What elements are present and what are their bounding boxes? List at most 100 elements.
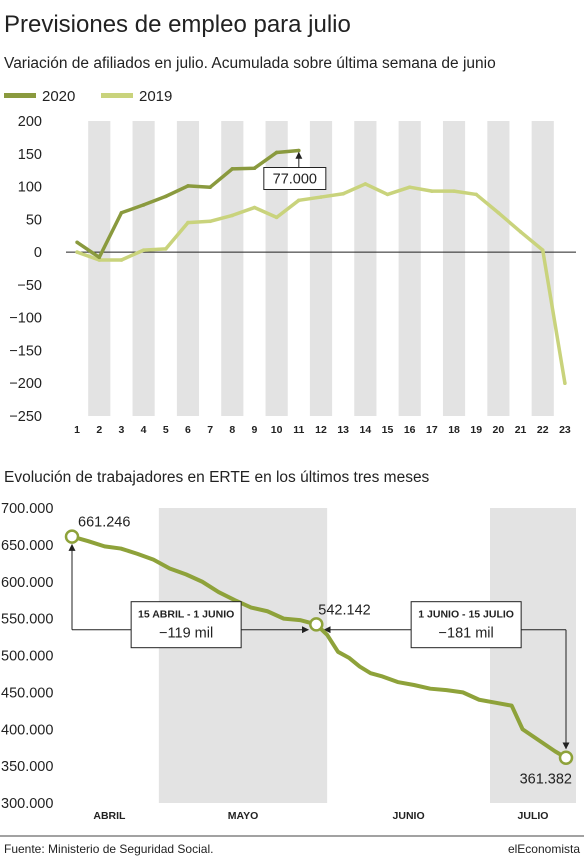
series-point-2020: [230, 167, 235, 171]
chart2-month-label: JULIO: [518, 810, 549, 822]
chart1-x-tick-label: 1: [74, 424, 80, 436]
chart1-x-tick-label: 3: [119, 424, 125, 436]
series-point-2019: [163, 247, 168, 251]
chart2-y-tick-label: 650.000: [1, 538, 53, 554]
series-point-2019: [452, 189, 456, 193]
series-point-2019: [540, 248, 545, 252]
erte-point-label: 661.246: [78, 515, 130, 531]
chart1-x-tick-label: 9: [252, 424, 258, 436]
chart1-y-tick-label: −250: [9, 409, 42, 425]
series-point-2019: [141, 248, 146, 252]
chart1-x-tick-label: 12: [315, 424, 327, 436]
series-point-2019: [341, 191, 345, 196]
chart1-x-tick-label: 4: [141, 424, 147, 436]
chart1-x-tick-label: 14: [360, 424, 372, 436]
erte-point-marker: [309, 617, 324, 632]
series-point-2019: [230, 213, 235, 218]
series-point-2019: [363, 182, 368, 186]
series-point-2019: [563, 381, 567, 386]
annotation-77000-label: 77.000: [273, 172, 317, 188]
erte-period2-box-title: 1 JUNIO - 15 JULIO: [418, 609, 514, 621]
erte-period1-box-frame: [130, 601, 242, 649]
chart2-month-label: ABRIL: [93, 810, 126, 822]
chart2-y-tick-label: 550.000: [1, 612, 53, 628]
chart1-x-tick-label: 16: [404, 424, 416, 436]
chart1-subtitle: Variación de afiliados en julio. Acumula…: [4, 55, 496, 72]
erte-period1-box-title: 15 ABRIL - 1 JUNIO: [138, 609, 234, 621]
chart1-x-tick-label: 15: [382, 424, 394, 436]
chart2-month-band: [158, 508, 328, 803]
series-point-2019: [97, 258, 102, 262]
erte-period2-box-value: −181 mil: [439, 626, 494, 642]
footer-source: Fuente: Ministerio de Seguridad Social.: [4, 842, 213, 856]
legend-label-2019: 2019: [139, 88, 172, 105]
chart1-y-tick-label: 200: [18, 114, 42, 130]
erte-period2-box-frame: [410, 601, 522, 649]
chart1-band: [531, 121, 554, 416]
series-point-2020: [252, 166, 257, 170]
chart1-band: [221, 121, 244, 416]
chart1-band: [354, 121, 377, 416]
series-point-2019: [407, 185, 412, 190]
chart1-band: [265, 121, 288, 416]
chart1-x-tick-label: 22: [537, 424, 549, 436]
footer-brand: elEconomista: [508, 842, 580, 856]
erte-period1-box-value: −119 mil: [159, 626, 213, 642]
series-point-2020: [75, 240, 79, 245]
series-point-2019: [430, 189, 434, 193]
chart1-y-tick-label: −150: [9, 343, 42, 359]
chart1-y-tick-label: −100: [9, 311, 42, 327]
chart1-x-tick-label: 20: [493, 424, 505, 436]
series-point-2019: [297, 198, 301, 203]
legend-label-2020: 2020: [42, 88, 75, 105]
chart1-x-tick-label: 5: [163, 424, 169, 436]
series-point-2020: [97, 255, 102, 260]
annotation-77000: 77.000: [263, 151, 327, 190]
chart1-legend: 2020 2019: [4, 88, 172, 105]
series-point-2019: [518, 229, 523, 234]
series-point-2019: [274, 215, 279, 220]
page-title: Previsiones de empleo para julio: [4, 11, 351, 38]
erte-point-label: 542.142: [318, 602, 370, 618]
series-point-2019: [319, 195, 323, 199]
chart1-x-tick-label: 11: [293, 424, 304, 436]
chart1-x-tick-label: 17: [426, 424, 438, 436]
legend-swatch-2020: [4, 93, 36, 98]
series-point-2020: [208, 185, 212, 190]
chart1-y-tick-label: −200: [9, 376, 42, 392]
chart1-x-tick-label: 23: [559, 424, 571, 436]
series-point-2019: [496, 210, 501, 215]
series-point-2019: [119, 258, 124, 262]
chart1-y-tick-label: 100: [18, 180, 42, 196]
chart1-x-tick-label: 10: [271, 424, 283, 436]
series-point-2019: [474, 192, 479, 197]
chart1-x-tick-label: 21: [515, 424, 527, 436]
chart1-x-tick-label: 8: [229, 424, 235, 436]
erte-point-marker: [558, 750, 574, 765]
series-point-2020: [119, 210, 124, 215]
chart1-x-tick-label: 18: [448, 424, 460, 436]
chart2-plot: 700.000 650.000 600.000 550.000 500.000 450.0…: [1, 501, 576, 822]
chart2-y-tick-label: 450.000: [1, 685, 53, 701]
chart1-x-tick-label: 7: [207, 424, 213, 436]
chart2-month-label: JUNIO: [393, 810, 425, 822]
chart1-x-tick-label: 6: [185, 424, 191, 436]
chart1-band: [176, 121, 200, 416]
chart2-y-tick-label: 500.000: [1, 649, 53, 665]
chart1-band: [132, 121, 155, 416]
series-point-2020: [297, 148, 301, 153]
chart1-x-tick-label: 2: [96, 424, 102, 436]
chart1-y-tick-label: 0: [34, 245, 42, 261]
chart2-month-label: MAYO: [228, 810, 259, 822]
chart2-y-tick-label: 300.000: [1, 796, 53, 812]
erte-period1-box: 15 ABRIL - 1 JUNIO −119 mil: [130, 601, 242, 649]
series-point-2019: [385, 192, 390, 197]
chart2-y-tick-label: 350.000: [1, 759, 53, 775]
chart2-subtitle: Evolución de trabajadores en ERTE en los…: [4, 469, 430, 486]
series-point-2019: [75, 250, 79, 254]
chart1-y-tick-label: −50: [17, 278, 42, 294]
chart1-band: [398, 121, 421, 416]
chart1-band: [309, 121, 333, 416]
